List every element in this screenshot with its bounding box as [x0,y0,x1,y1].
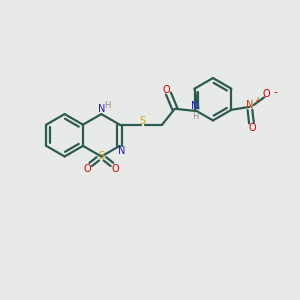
Text: +: + [254,96,261,105]
Text: N: N [191,101,199,111]
Text: O: O [263,89,270,99]
Text: O: O [112,164,119,174]
Text: O: O [83,164,91,174]
Text: O: O [248,123,256,133]
Text: -: - [273,87,278,97]
Text: S: S [139,116,145,126]
Text: O: O [162,85,170,95]
Text: S: S [98,152,104,161]
Text: H: H [105,101,111,110]
Text: N: N [246,100,254,110]
Text: N: N [118,146,126,156]
Text: H: H [192,112,199,121]
Text: N: N [98,104,105,114]
